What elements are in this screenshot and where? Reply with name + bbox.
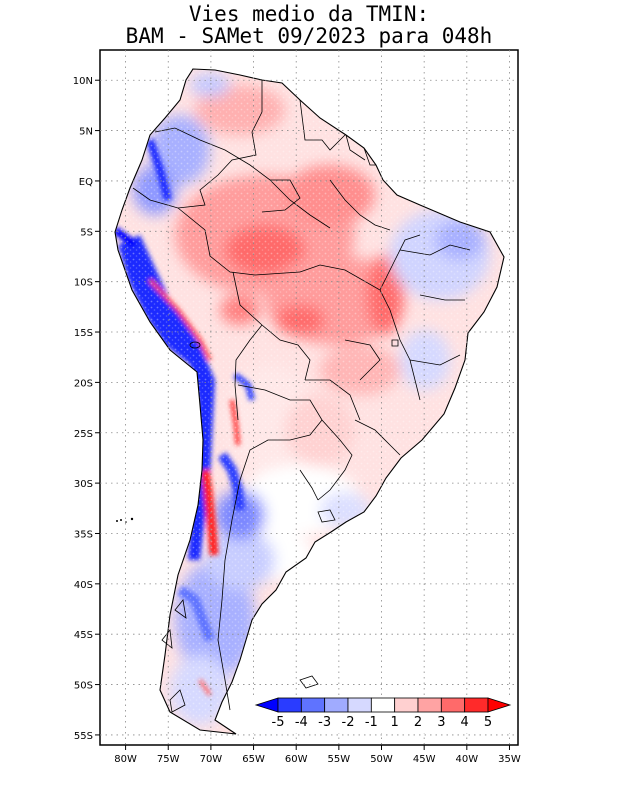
colorbar-label: 4 — [461, 715, 469, 730]
tick-label-lat: 20S — [74, 378, 93, 389]
map-title-line-1: Vies medio da TMIN: — [188, 2, 430, 26]
tick-label-lat: 5S — [80, 227, 93, 238]
coastline — [114, 68, 505, 735]
colorbar-swatch — [277, 697, 302, 713]
colorbar-label: 5 — [484, 715, 492, 730]
tick-label-lat: 30S — [74, 479, 93, 490]
tick-label-lon: 55W — [328, 754, 351, 765]
colorbar-swatch — [440, 697, 466, 713]
tick-label-lat: 45S — [74, 630, 93, 641]
colorbar-swatch — [464, 697, 489, 713]
tick-label-lon: 80W — [114, 754, 137, 765]
tick-label-lat: 35S — [74, 529, 93, 540]
country-borders — [132, 80, 471, 711]
tick-label-lat: 15S — [74, 328, 93, 339]
galapagos-islands — [116, 517, 134, 523]
lakes-islands — [161, 339, 399, 713]
colorbar-label: 1 — [391, 715, 399, 730]
tick-label-lat: 5N — [79, 127, 93, 138]
colorbar-swatch — [347, 697, 372, 713]
tick-label-lat: 10S — [74, 278, 93, 289]
tick-label-lon: 40W — [456, 754, 479, 765]
colorbar-label: 3 — [437, 715, 445, 730]
tick-label-lon: 35W — [498, 754, 521, 765]
colorbar-swatch — [324, 697, 349, 713]
colorbar-label: -5 — [272, 715, 285, 730]
tick-label-lat: 55S — [74, 731, 93, 742]
colorbar: -5 -4 -3 -2 -1 1 2 3 4 5 — [252, 695, 514, 733]
colorbar-swatch — [394, 697, 419, 713]
tick-label-lat: 40S — [74, 580, 93, 591]
tick-label-lon: 65W — [242, 754, 265, 765]
tick-label-lon: 75W — [157, 754, 180, 765]
tick-label-lon: 70W — [200, 754, 223, 765]
tick-label-lat: 50S — [74, 681, 93, 692]
colorbar-swatch — [487, 697, 512, 713]
colorbar-label: 2 — [414, 715, 422, 730]
colorbar-swatch — [300, 697, 326, 713]
tick-label-lon: 60W — [285, 754, 308, 765]
map-title-line-2: BAM - SAMet 09/2023 para 048h — [125, 24, 493, 48]
colorbar-label: -2 — [342, 715, 355, 730]
colorbar-swatch — [417, 697, 442, 713]
tick-label-lat: 10N — [73, 76, 93, 87]
graticule — [100, 50, 518, 745]
tick-label-lon: 50W — [370, 754, 393, 765]
tick-label-lat: 25S — [74, 429, 93, 440]
tick-label-lat: EQ — [79, 177, 93, 188]
axis-ticks: 10N 5N EQ 5S 10S 15S 20S 25S 30S 35S 40S 45S 50S 55S 8… — [73, 76, 521, 765]
colorbar-label: -4 — [295, 715, 308, 730]
tick-label-lon: 45W — [413, 754, 436, 765]
colorbar-label: -1 — [365, 715, 378, 730]
colorbar-swatch — [370, 697, 396, 713]
colorbar-label: -3 — [318, 715, 331, 730]
